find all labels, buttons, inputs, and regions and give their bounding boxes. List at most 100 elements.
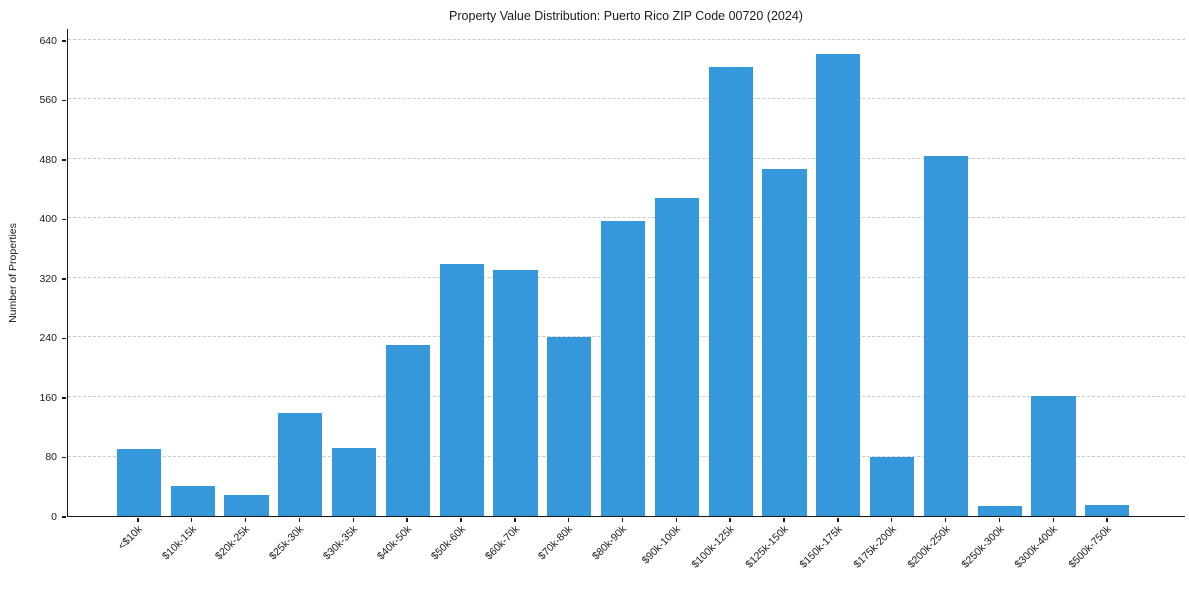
x-tick-mark [567,518,570,522]
bar-slot [704,29,758,516]
x-tick-mark [191,518,193,522]
y-tick-label: 560 [39,94,57,107]
bar-$125k-150k [762,169,807,516]
x-tick-label: $70k-80k [536,523,576,563]
x-tick-label: $500k-750k [1066,523,1114,571]
y-tick-label: 400 [39,213,57,226]
y-tick-label: 80 [45,451,57,464]
bar-$30k-35k [332,447,377,516]
bar-slot [489,29,543,516]
x-tick-label: $200k-250k [905,523,953,571]
bar-slot [865,29,919,516]
x-tick-mark [460,518,462,522]
x-tick-label: $150k-175k [797,523,845,571]
bar-$40k-50k [385,345,430,516]
x-tick-mark [352,518,354,522]
y-tick-mark [62,218,66,221]
bar-$20k-25k [224,495,269,516]
x-tick-mark [891,518,893,522]
x-tick-mark [621,518,624,522]
bar-$25k-30k [278,412,323,516]
y-tick-label: 240 [39,332,57,345]
x-tick-mark [944,518,947,522]
chart-title: Property Value Distribution: Puerto Rico… [449,9,803,23]
plot-area [67,29,1185,517]
gridline-y-480 [68,157,1185,159]
gridline-y-560 [68,98,1185,100]
bar-slot [1027,29,1081,516]
x-tick-mark [1106,518,1108,522]
x-tick-label: $50k-60k [428,523,468,563]
bar-slot [112,29,166,516]
x-tick-label: $175k-200k [851,523,899,571]
bar-slot [273,29,327,516]
bar-$150k-175k [816,53,861,516]
x-tick-label: $60k-70k [482,523,522,563]
bar-$80k-90k [601,220,646,516]
x-tick-label: $40k-50k [374,523,414,563]
x-tick-label: $30k-35k [321,523,361,563]
bar-slot [650,29,704,516]
bar-slot [596,29,650,516]
x-tick-mark [406,518,408,522]
x-tick-mark [998,518,1001,522]
bars-container [112,29,1134,516]
x-tick-label: $125k-150k [743,523,791,571]
bar-$175k-200k [870,457,915,516]
x-tick-mark [783,518,785,522]
y-tick-mark [62,40,66,42]
y-tick-label: 320 [39,272,57,285]
y-tick-label: 480 [39,153,57,166]
y-tick-mark [62,456,66,459]
gridline-y-640 [68,38,1185,40]
y-tick-mark [62,159,66,161]
y-tick-label: 0 [51,511,57,523]
bar-slot [435,29,489,516]
x-tick-label: $90k-100k [639,523,684,567]
x-tick-label: $25k-30k [267,523,307,563]
bar-$10k-15k [170,486,215,516]
x-tick-mark [244,518,247,522]
bar-$300k-400k [1031,395,1076,516]
x-tick-mark [675,518,678,522]
bar-$60k-70k [493,270,538,516]
y-tick-label: 640 [39,34,57,47]
bar-slot [220,29,274,516]
bar-slot [758,29,812,516]
y-tick-label: 160 [39,391,57,404]
x-tick-mark [1052,518,1054,522]
bar-slot [919,29,973,516]
x-tick-label: $100k-125k [689,523,737,571]
x-tick-label: $10k-15k [159,523,199,563]
y-tick-mark [62,99,66,102]
bar-slot [1080,29,1134,516]
bar-slot [327,29,381,516]
y-tick-mark [62,516,66,518]
gridline-y-400 [68,217,1185,219]
bar-slot [381,29,435,516]
x-tick-label: <$10k [115,523,145,553]
bar-slot [811,29,865,516]
x-tick-label: $80k-90k [590,523,630,563]
x-tick-label: $300k-400k [1012,523,1061,571]
bar-slot [973,29,1027,516]
x-tick-mark [837,518,839,522]
bar-$250k-300k [977,505,1022,516]
bar-<$10k [116,449,161,516]
bar-$90k-100k [654,197,699,516]
y-tick-mark [62,337,66,340]
y-tick-mark [62,278,66,280]
bar-slot [166,29,220,516]
bar-$70k-80k [547,337,592,516]
x-tick-mark [298,518,301,522]
bar-$100k-125k [708,66,753,516]
bar-slot [542,29,596,516]
x-tick-label: $250k-300k [958,523,1007,571]
x-tick-mark [137,518,139,522]
bar-$200k-250k [923,155,968,516]
x-tick-mark [729,518,731,522]
x-tick-mark [514,518,516,522]
x-tick-label: $20k-25k [213,523,253,563]
bar-$500k-750k [1085,504,1130,516]
